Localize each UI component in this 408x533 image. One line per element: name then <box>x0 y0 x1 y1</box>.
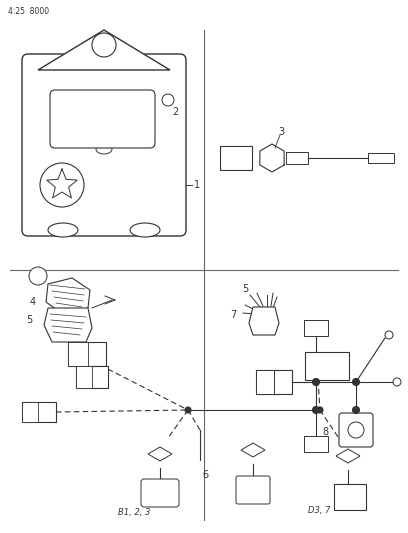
Text: 4:25  8000: 4:25 8000 <box>8 7 49 17</box>
Circle shape <box>317 407 323 413</box>
Circle shape <box>385 331 393 339</box>
Text: D3, 7: D3, 7 <box>308 505 330 514</box>
Text: 7: 7 <box>230 310 236 320</box>
FancyBboxPatch shape <box>141 479 179 507</box>
Bar <box>334 484 366 510</box>
FancyBboxPatch shape <box>236 476 270 504</box>
Ellipse shape <box>48 223 78 237</box>
Circle shape <box>185 407 191 413</box>
Text: 5: 5 <box>242 284 248 294</box>
Polygon shape <box>46 278 90 315</box>
Bar <box>286 152 308 164</box>
Bar <box>76 366 92 388</box>
Circle shape <box>353 407 359 414</box>
Text: 3: 3 <box>278 127 284 137</box>
Bar <box>22 402 56 422</box>
Bar <box>304 436 328 452</box>
Polygon shape <box>249 307 279 335</box>
Bar <box>256 370 292 394</box>
Circle shape <box>353 378 359 385</box>
Ellipse shape <box>96 144 112 154</box>
Bar <box>305 352 349 380</box>
Bar <box>68 342 88 366</box>
Text: 1: 1 <box>194 180 200 190</box>
Bar <box>76 366 108 388</box>
Text: 8: 8 <box>322 427 328 437</box>
Polygon shape <box>336 449 360 463</box>
Circle shape <box>162 94 174 106</box>
FancyBboxPatch shape <box>339 413 373 447</box>
Polygon shape <box>241 443 265 457</box>
Circle shape <box>40 163 84 207</box>
Circle shape <box>313 378 319 385</box>
Circle shape <box>393 378 401 386</box>
Text: 4: 4 <box>30 297 36 307</box>
Bar <box>220 146 252 170</box>
Ellipse shape <box>130 223 160 237</box>
Polygon shape <box>148 447 172 461</box>
FancyBboxPatch shape <box>22 54 186 236</box>
Circle shape <box>69 110 87 128</box>
Circle shape <box>313 407 319 414</box>
Bar <box>68 342 106 366</box>
Text: 2: 2 <box>172 107 178 117</box>
Bar <box>22 402 38 422</box>
FancyBboxPatch shape <box>50 90 155 148</box>
Polygon shape <box>44 308 92 342</box>
Polygon shape <box>38 30 170 70</box>
Circle shape <box>92 33 116 57</box>
Circle shape <box>29 267 47 285</box>
Circle shape <box>348 422 364 438</box>
Bar <box>304 320 328 336</box>
Text: 5: 5 <box>26 315 32 325</box>
Bar <box>368 153 394 163</box>
Text: B1, 2, 3: B1, 2, 3 <box>118 507 151 516</box>
Bar <box>256 370 274 394</box>
Circle shape <box>95 110 113 128</box>
Text: 6: 6 <box>202 470 208 480</box>
